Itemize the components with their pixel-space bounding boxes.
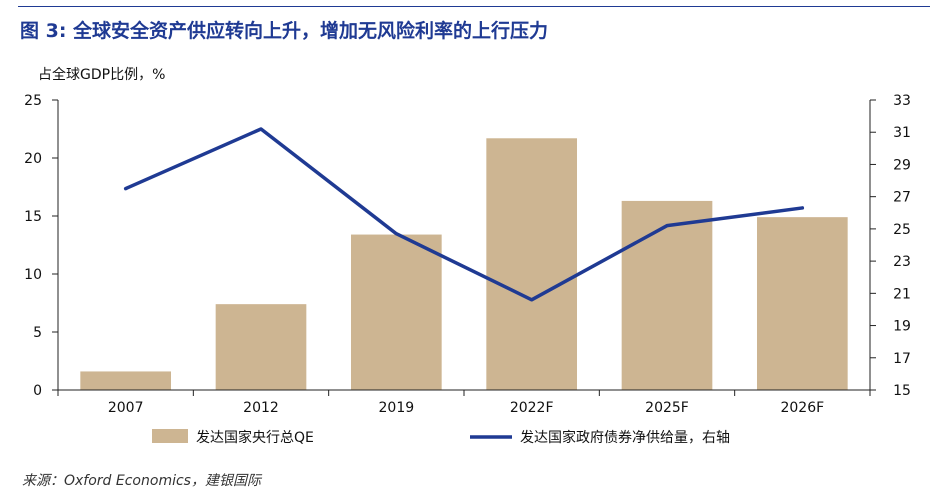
right-axis-tick-label: 25 [893, 222, 911, 238]
right-axis-tick-label: 29 [893, 157, 911, 173]
line-series-bond-supply [123, 127, 805, 302]
x-axis-tick-label: 2019 [379, 400, 415, 416]
right-axis-tick-label: 15 [893, 383, 911, 399]
title-rule [18, 6, 930, 7]
left-axis-tick-label: 5 [33, 325, 42, 341]
left-axis-tick-label: 20 [24, 151, 42, 167]
left-axis-tick-label: 25 [24, 93, 42, 109]
chart-title: 图 3: 全球安全资产供应转向上升，增加无风险利率的上行压力 [20, 20, 549, 42]
right-axis-tick-label: 33 [893, 93, 911, 109]
left-axis-tick-label: 15 [24, 209, 42, 225]
right-axis-tick-label: 17 [893, 351, 911, 367]
right-axis-tick-label: 19 [893, 319, 911, 335]
right-axis-tick-label: 31 [893, 125, 911, 141]
legend-label-bond-supply: 发达国家政府债券净供给量，右轴 [520, 429, 730, 446]
bar-2025F [621, 200, 713, 390]
left-axis-tick-label: 10 [24, 267, 42, 283]
x-axis-tick-label: 2025F [645, 400, 689, 416]
x-axis-tick-label: 2012 [243, 400, 279, 416]
bar-2022F [486, 138, 578, 390]
left-axis-unit-label: 占全球GDP比例，% [38, 67, 166, 83]
x-axis-tick-label: 2007 [108, 400, 144, 416]
bar-2007 [80, 371, 172, 390]
x-axis-tick-label: 2026F [780, 400, 824, 416]
legend-swatch-qe [152, 429, 188, 443]
bar-2019 [350, 234, 442, 390]
right-axis-tick-label: 23 [893, 254, 911, 270]
legend-label-qe: 发达国家央行总QE [196, 429, 314, 446]
x-axis-tick-label: 2022F [510, 400, 554, 416]
right-axis-tick-label: 27 [893, 190, 911, 206]
bar-2026F [756, 217, 848, 390]
left-axis-tick-label: 0 [33, 383, 42, 399]
bar-2012 [215, 304, 307, 390]
source-note: 来源：Oxford Economics，建银国际 [22, 473, 261, 489]
right-axis-tick-label: 21 [893, 286, 911, 302]
